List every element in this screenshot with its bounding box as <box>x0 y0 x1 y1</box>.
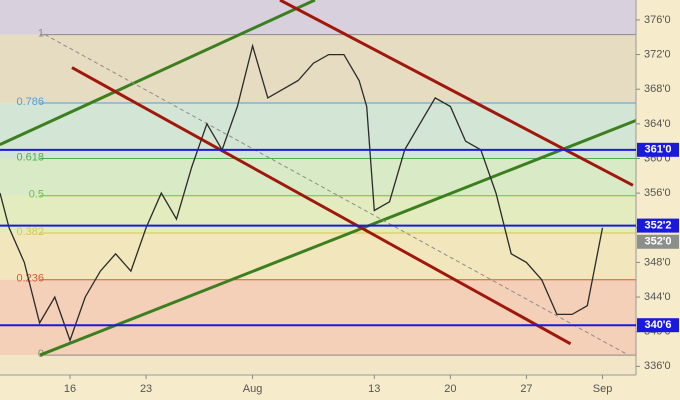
y-tick-label: 364'0 <box>644 118 671 130</box>
y-tick-label: 344'0 <box>644 291 671 303</box>
x-tick-label: 16 <box>64 383 76 395</box>
level-label: 361'0 <box>644 144 671 156</box>
level-label-box <box>637 218 679 233</box>
dashed-trend-line <box>44 34 629 356</box>
trend-line <box>0 0 316 146</box>
fib-label: 1 <box>38 28 44 40</box>
fib-label: 0.5 <box>29 189 44 201</box>
level-label-box <box>637 142 679 157</box>
x-tick-label: 20 <box>444 383 456 395</box>
fib-label: 0.618 <box>16 151 44 163</box>
trend-line <box>71 66 572 346</box>
level-label-box <box>637 318 679 333</box>
x-tick-label: Sep <box>593 383 613 395</box>
fib-label: 0.382 <box>16 226 44 238</box>
y-tick-label: 372'0 <box>644 48 671 60</box>
fib-zone <box>0 0 636 35</box>
trend-line <box>279 0 634 187</box>
y-tick-label: 376'0 <box>644 14 671 26</box>
y-tick-label: 348'0 <box>644 256 671 268</box>
y-tick-label: 368'0 <box>644 83 671 95</box>
x-tick-label: 13 <box>368 383 380 395</box>
last-price-box <box>637 234 679 249</box>
x-tick-label: 27 <box>520 383 532 395</box>
level-label: 352'2 <box>644 220 671 232</box>
fib-label: 0.786 <box>16 96 44 108</box>
x-tick-label: Aug <box>243 383 263 395</box>
x-tick-label: 23 <box>140 383 152 395</box>
fib-zone <box>0 158 636 196</box>
fib-label: 0.236 <box>16 273 44 285</box>
price-line <box>0 43 604 343</box>
y-tick-label: 336'0 <box>644 360 671 372</box>
fib-zone <box>0 34 636 104</box>
fib-zone <box>0 355 636 375</box>
y-tick-label: 356'0 <box>644 187 671 199</box>
trend-line <box>39 118 636 357</box>
fib-zone <box>0 195 636 233</box>
fib-zone <box>0 232 636 280</box>
level-label: 340'6 <box>644 319 671 331</box>
fib-zone <box>0 279 636 356</box>
last-price-label: 352'0 <box>644 236 671 248</box>
